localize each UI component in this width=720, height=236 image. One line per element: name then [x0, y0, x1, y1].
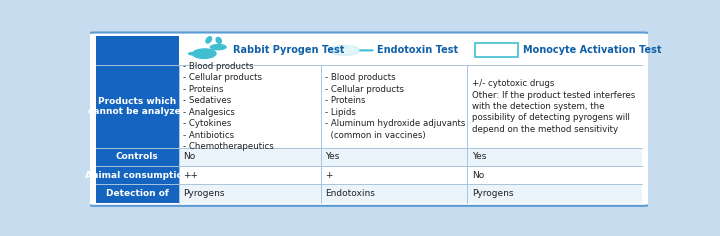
- Text: No: No: [183, 152, 195, 161]
- Ellipse shape: [189, 53, 195, 55]
- Text: Rabbit Pyrogen Test: Rabbit Pyrogen Test: [233, 45, 344, 55]
- Bar: [179, 166, 321, 185]
- Bar: [179, 36, 321, 65]
- Text: +: +: [325, 171, 333, 180]
- Bar: [321, 36, 467, 65]
- Bar: [179, 65, 321, 148]
- Bar: [467, 166, 642, 185]
- Text: Controls: Controls: [116, 152, 158, 161]
- Bar: [321, 185, 467, 203]
- Bar: [96, 36, 179, 65]
- Text: Detection of: Detection of: [106, 189, 168, 198]
- Bar: [179, 185, 321, 203]
- Text: Pyrogens: Pyrogens: [472, 189, 513, 198]
- Text: Products which
cannot be analyzed: Products which cannot be analyzed: [88, 97, 186, 116]
- Text: - Blood products
- Cellular products
- Proteins
- Sedatives
- Analgesics
- Cytok: - Blood products - Cellular products - P…: [183, 62, 274, 151]
- Bar: [96, 185, 179, 203]
- Text: +/- cytotoxic drugs
Other: If the product tested interferes
with the detection s: +/- cytotoxic drugs Other: If the produc…: [472, 79, 635, 134]
- Ellipse shape: [192, 49, 216, 58]
- Bar: [475, 43, 518, 57]
- Bar: [96, 166, 179, 185]
- Bar: [321, 148, 467, 166]
- Text: Endotoxins: Endotoxins: [325, 189, 375, 198]
- FancyArrow shape: [360, 50, 374, 51]
- Text: Animal consumption: Animal consumption: [85, 171, 189, 180]
- Bar: [321, 166, 467, 185]
- Bar: [179, 148, 321, 166]
- Text: Yes: Yes: [325, 152, 340, 161]
- Bar: [321, 65, 467, 148]
- Text: Yes: Yes: [472, 152, 486, 161]
- Ellipse shape: [210, 45, 226, 50]
- Bar: [96, 65, 179, 148]
- Text: - Blood products
- Cellular products
- Proteins
- Lipids
- Aluminum hydroxide ad: - Blood products - Cellular products - P…: [325, 73, 466, 140]
- Bar: [467, 36, 642, 65]
- Text: Monocyte Activation Test: Monocyte Activation Test: [523, 45, 662, 55]
- Bar: [467, 65, 642, 148]
- Text: Pyrogens: Pyrogens: [183, 189, 225, 198]
- Ellipse shape: [206, 37, 212, 43]
- Bar: [467, 148, 642, 166]
- Ellipse shape: [329, 45, 360, 55]
- FancyBboxPatch shape: [88, 33, 650, 206]
- Text: Endotoxin Test: Endotoxin Test: [377, 45, 458, 55]
- Text: No: No: [472, 171, 484, 180]
- Ellipse shape: [216, 38, 222, 43]
- Text: ++: ++: [183, 171, 198, 180]
- Bar: [96, 148, 179, 166]
- Bar: [467, 185, 642, 203]
